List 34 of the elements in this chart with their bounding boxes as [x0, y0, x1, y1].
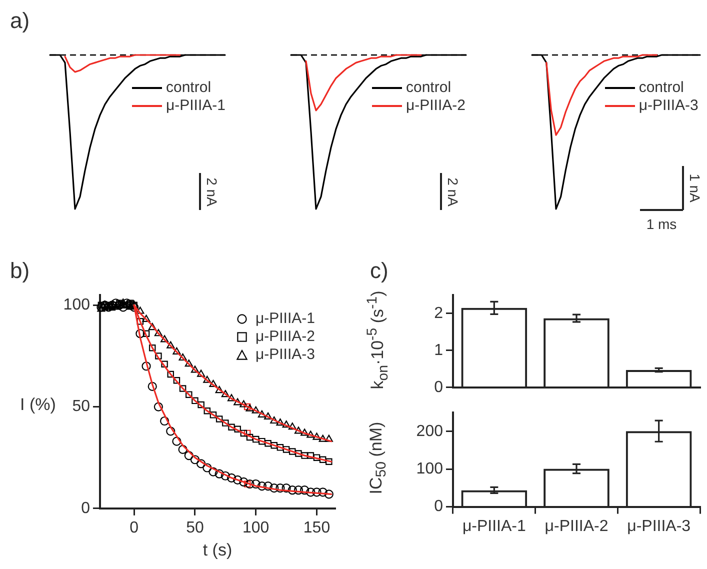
chart-title: c)	[370, 258, 388, 284]
chart-title: a)	[10, 8, 30, 34]
x-tick-label: 50	[186, 519, 204, 536]
legend-label: μ-PIIIA-2	[406, 97, 466, 116]
legend-label: μ-PIIIA-3	[638, 97, 698, 116]
annotation: 1 nA	[687, 174, 703, 202]
x-tick-label: 150	[303, 519, 330, 536]
legend-label: μ-PIIIA-1	[166, 97, 226, 116]
y-tick-label: 50	[72, 398, 90, 416]
legend-label: control	[406, 79, 452, 98]
annotation: 2 nA	[445, 177, 461, 206]
y-tick-label: 200	[416, 422, 444, 440]
y-tick-label: 100	[416, 460, 444, 478]
annotation: 2 nA	[204, 177, 220, 206]
y-tick-label: 100	[63, 296, 90, 314]
y-axis-title: I (%)	[20, 395, 56, 415]
legend-label: μ-PIIIA-3	[256, 346, 315, 364]
x-tick-label: μ-PIIIA-2	[544, 518, 608, 535]
y-tick-label: 0	[434, 378, 444, 396]
chart-title: b)	[10, 258, 30, 284]
text: 1 ms	[646, 216, 677, 232]
y-tick-label: 2	[434, 304, 444, 322]
legend-label: control	[638, 79, 684, 98]
y-tick-label: 1	[434, 342, 444, 359]
legend-label: control	[166, 79, 212, 98]
y-tick-label: 0	[434, 498, 444, 516]
x-tick-label: μ-PIIIA-3	[627, 518, 691, 535]
x-axis-title: t (s)	[202, 540, 232, 560]
y-tick-label: 0	[81, 500, 90, 517]
legend-label: μ-PIIIA-1	[256, 310, 315, 328]
x-tick-label: μ-PIIIA-1	[462, 518, 526, 535]
legend-label: μ-PIIIA-2	[256, 328, 315, 346]
x-tick-label: 0	[130, 519, 139, 536]
x-tick-label: 100	[242, 519, 270, 536]
